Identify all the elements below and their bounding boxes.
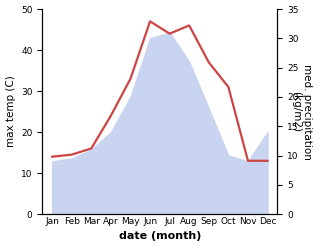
X-axis label: date (month): date (month) (119, 231, 201, 242)
Y-axis label: max temp (C): max temp (C) (5, 76, 16, 147)
Y-axis label: med. precipitation
(kg/m2): med. precipitation (kg/m2) (291, 64, 313, 160)
